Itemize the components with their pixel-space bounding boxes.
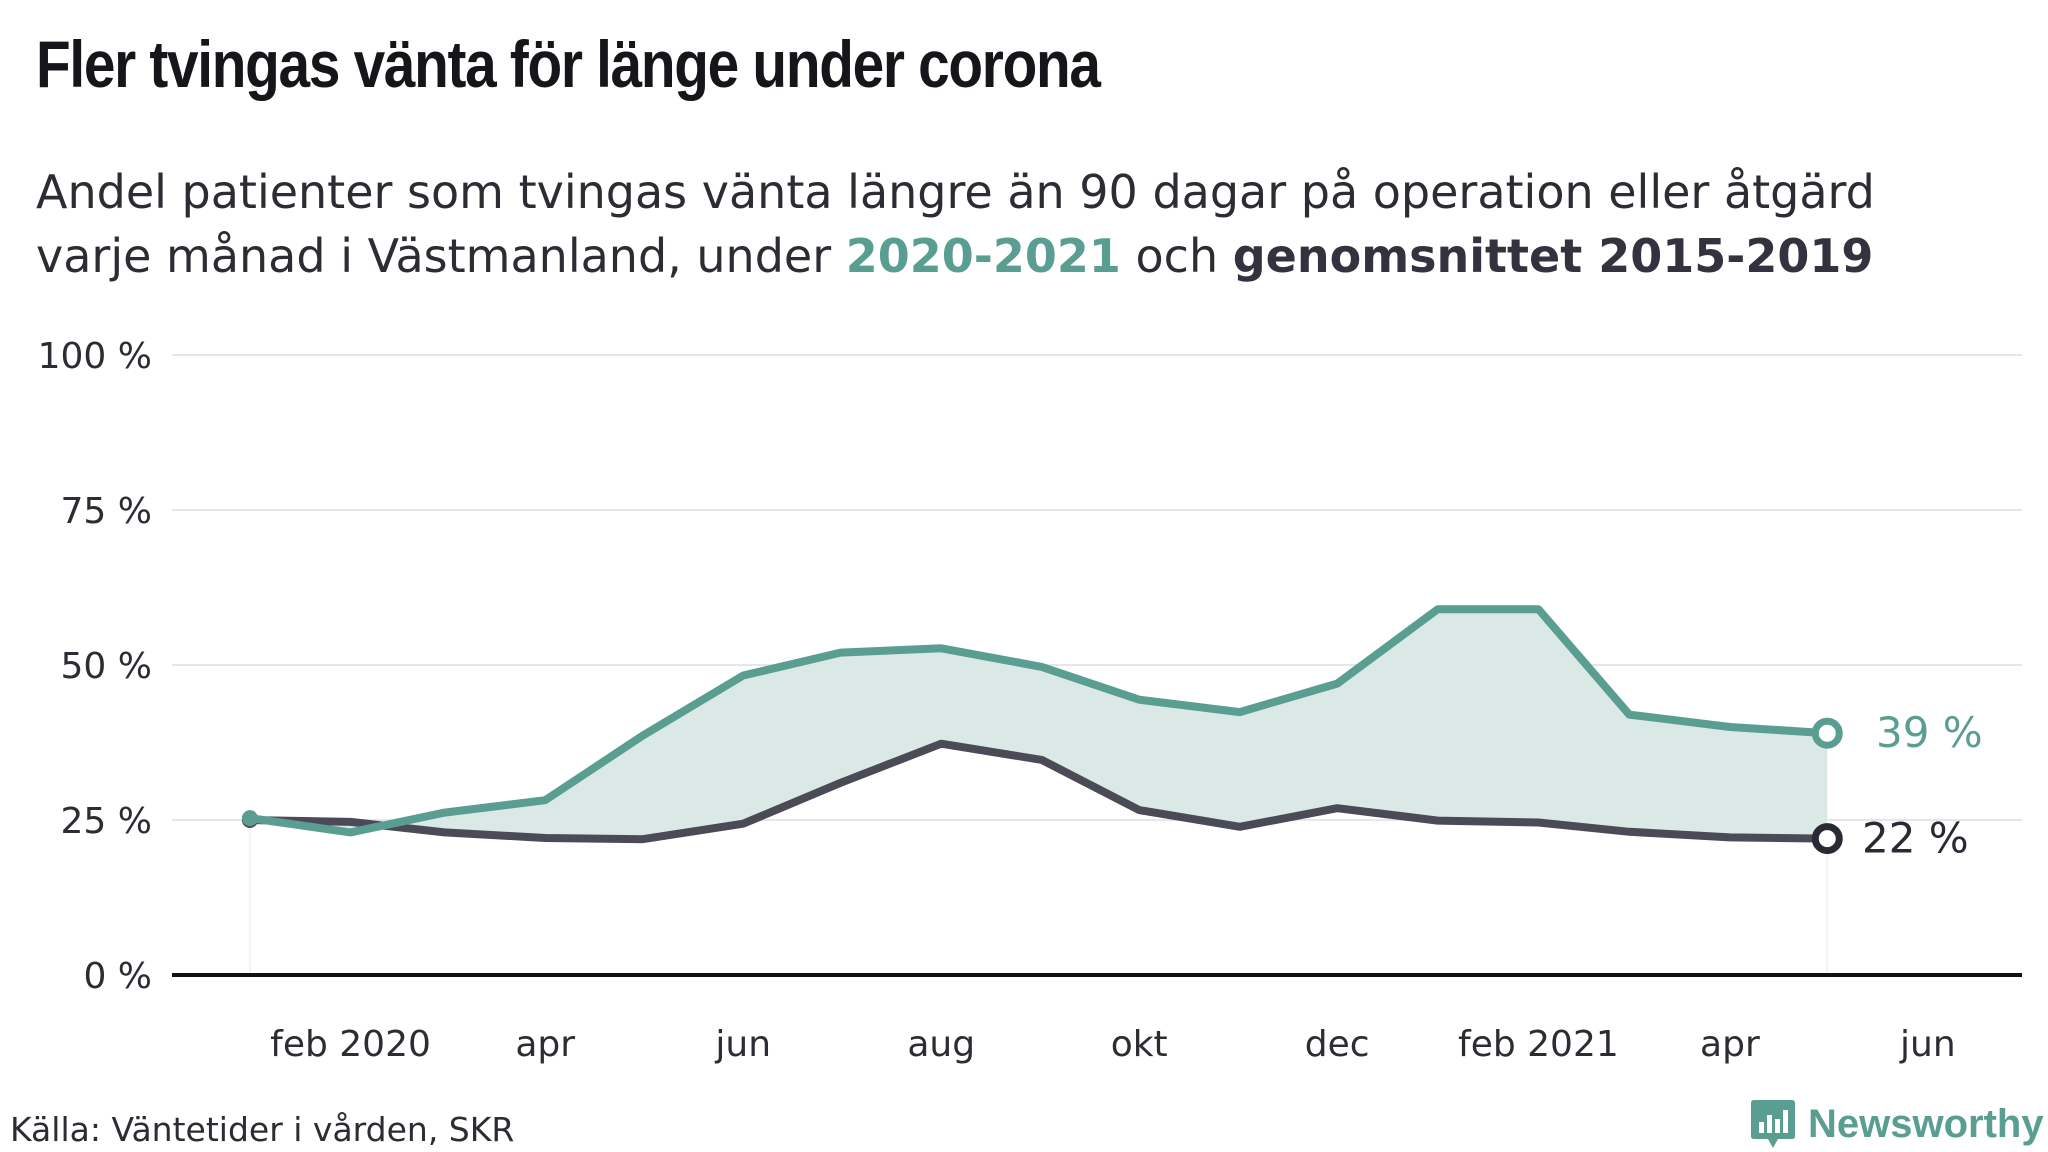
chart-subtitle: Andel patienter som tvingas vänta längre… — [36, 160, 2036, 288]
x-tick-label: jun — [714, 1024, 771, 1065]
x-tick-label: aug — [907, 1024, 975, 1065]
subtitle-series-average: genomsnittet 2015-2019 — [1232, 229, 1874, 283]
x-tick-label: feb 2020 — [270, 1024, 431, 1065]
grid-lines — [172, 354, 2022, 975]
subtitle-line-1: Andel patienter som tvingas vänta längre… — [36, 165, 1875, 219]
chart-labels: 0 % 25 % 50 % 75 % 100 % feb 2020 apr jun aug okt… — [38, 336, 1983, 1065]
newsworthy-logo-text: Newsworthy — [1808, 1101, 2044, 1146]
series-line-2020-2021 — [245, 605, 1832, 837]
end-label-average: 22 % — [1862, 814, 1969, 863]
subtitle-series-2020-2021: 2020-2021 — [845, 229, 1121, 283]
series-lines — [241, 605, 1843, 855]
start-point-2020-2021 — [241, 810, 258, 827]
x-tick-label: apr — [515, 1024, 575, 1065]
y-tick-label: 75 % — [61, 491, 152, 532]
subtitle-connector: och — [1120, 229, 1233, 283]
source-note: Källa: Väntetider i vården, SKR — [10, 1110, 515, 1149]
y-tick-label: 0 % — [83, 956, 152, 997]
area-between-series — [249, 609, 1828, 840]
x-tick-label: okt — [1111, 1024, 1168, 1065]
y-tick-label: 50 % — [61, 646, 152, 687]
y-tick-label: 100 % — [38, 336, 152, 377]
end-marker-average — [1811, 823, 1843, 855]
x-tick-label: feb 2021 — [1458, 1024, 1619, 1065]
end-label-2020-2021: 39 % — [1876, 708, 1983, 757]
chart-title: Fler tvingas vänta för länge under coron… — [36, 27, 1101, 101]
x-tick-label: dec — [1305, 1024, 1370, 1065]
difference-area — [249, 609, 1828, 840]
x-tick-label: apr — [1700, 1024, 1760, 1065]
newsworthy-logo: Newsworthy — [1750, 1098, 2044, 1150]
series-line-average — [245, 739, 1832, 844]
subtitle-line-2-prefix: varje månad i Västmanland, under — [36, 229, 846, 283]
x-tick-label: jun — [1899, 1024, 1956, 1065]
end-marker-2020-2021 — [1811, 717, 1843, 749]
y-tick-label: 25 % — [61, 801, 152, 842]
newsworthy-logo-icon — [1751, 1100, 1795, 1148]
